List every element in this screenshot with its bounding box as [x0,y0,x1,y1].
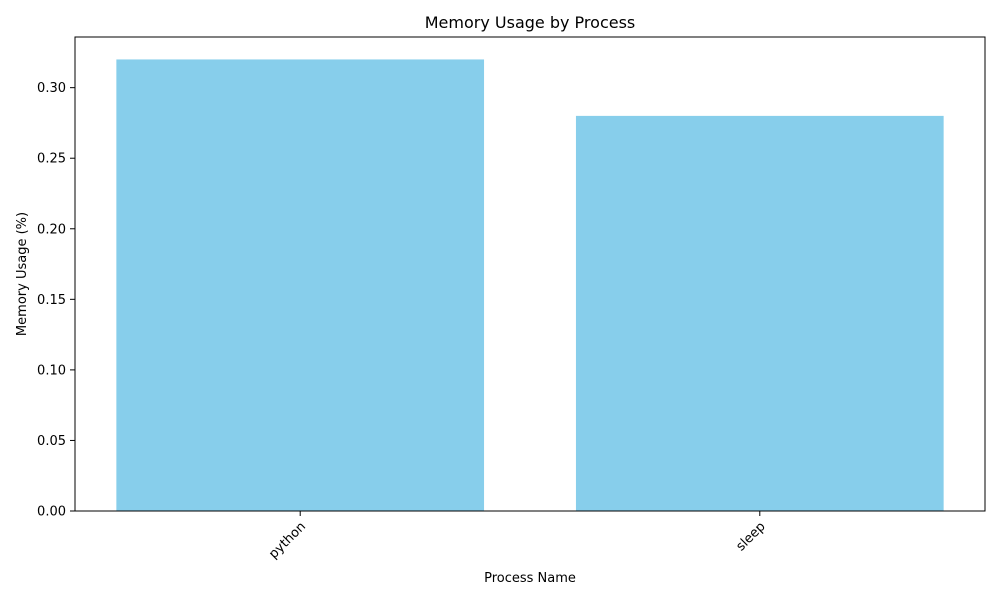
y-tick-label: 0.00 [37,505,66,520]
bar-sleep [575,115,944,511]
y-tick-label: 0.25 [37,152,66,167]
x-tick-label-python: python [266,519,309,562]
x-tick-label-sleep: sleep [734,519,769,554]
y-tick-label: 0.15 [37,293,66,308]
y-tick-label: 0.05 [37,434,66,449]
y-tick-label: 0.10 [37,363,66,378]
y-axis-label: Memory Usage (%) [15,212,30,336]
plot-frame [74,36,986,512]
chart-title: Memory Usage by Process [425,13,636,32]
y-axis-ticks: 0.00 0.05 0.10 0.15 0.20 0.25 0.30 [37,81,75,520]
bars [116,59,944,511]
x-axis-label: Process Name [484,571,576,586]
x-axis-ticks: python sleep [266,511,769,562]
y-tick-label: 0.20 [37,222,66,237]
y-tick-label: 0.30 [37,81,66,96]
bar-python [116,59,485,511]
